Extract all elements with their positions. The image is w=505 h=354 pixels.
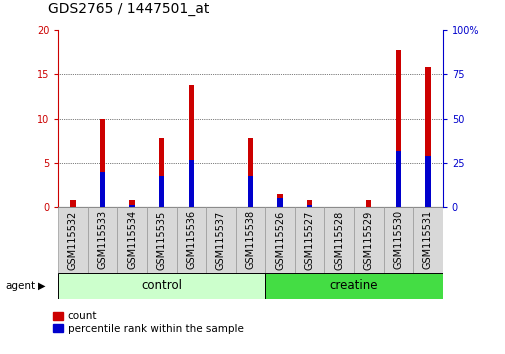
Text: agent: agent bbox=[5, 281, 35, 291]
Bar bbox=[395, 152, 400, 207]
Bar bbox=[159, 176, 164, 207]
Text: GSM115537: GSM115537 bbox=[216, 210, 225, 270]
Text: GSM115538: GSM115538 bbox=[245, 210, 255, 269]
Bar bbox=[58, 207, 87, 273]
Bar bbox=[294, 207, 324, 273]
Text: GSM115527: GSM115527 bbox=[304, 210, 314, 270]
Bar bbox=[383, 207, 413, 273]
Bar bbox=[247, 138, 252, 207]
Bar bbox=[265, 273, 442, 299]
Text: GSM115526: GSM115526 bbox=[275, 210, 284, 270]
Bar bbox=[366, 200, 371, 207]
Text: GSM115535: GSM115535 bbox=[157, 210, 166, 270]
Bar bbox=[129, 205, 134, 207]
Text: GDS2765 / 1447501_at: GDS2765 / 1447501_at bbox=[48, 2, 209, 16]
Text: ▶: ▶ bbox=[38, 281, 45, 291]
Bar bbox=[324, 207, 353, 273]
Bar bbox=[129, 200, 134, 207]
Bar bbox=[87, 207, 117, 273]
Bar bbox=[146, 207, 176, 273]
Bar bbox=[188, 160, 193, 207]
Bar bbox=[117, 207, 146, 273]
Bar bbox=[206, 207, 235, 273]
Bar bbox=[307, 200, 312, 207]
Text: GSM115530: GSM115530 bbox=[392, 210, 402, 269]
Bar bbox=[277, 198, 282, 207]
Bar bbox=[425, 67, 430, 207]
Text: GSM115533: GSM115533 bbox=[97, 210, 108, 269]
Bar bbox=[188, 85, 193, 207]
Bar bbox=[235, 207, 265, 273]
Bar bbox=[247, 176, 252, 207]
Bar bbox=[413, 207, 442, 273]
Text: control: control bbox=[141, 279, 182, 292]
Bar bbox=[395, 50, 400, 207]
Bar bbox=[425, 156, 430, 207]
Bar bbox=[58, 273, 265, 299]
Bar bbox=[70, 200, 75, 207]
Text: GSM115532: GSM115532 bbox=[68, 210, 78, 270]
Text: creatine: creatine bbox=[329, 279, 378, 292]
Text: GSM115529: GSM115529 bbox=[363, 210, 373, 270]
Bar bbox=[354, 207, 383, 273]
Text: GSM115531: GSM115531 bbox=[422, 210, 432, 269]
Bar bbox=[265, 207, 294, 273]
Legend: count, percentile rank within the sample: count, percentile rank within the sample bbox=[53, 312, 243, 334]
Text: GSM115534: GSM115534 bbox=[127, 210, 137, 269]
Bar bbox=[176, 207, 206, 273]
Bar bbox=[99, 172, 105, 207]
Bar bbox=[159, 138, 164, 207]
Text: GSM115536: GSM115536 bbox=[186, 210, 196, 269]
Bar bbox=[277, 194, 282, 207]
Bar bbox=[307, 205, 312, 207]
Text: GSM115528: GSM115528 bbox=[334, 210, 343, 270]
Bar bbox=[99, 119, 105, 207]
